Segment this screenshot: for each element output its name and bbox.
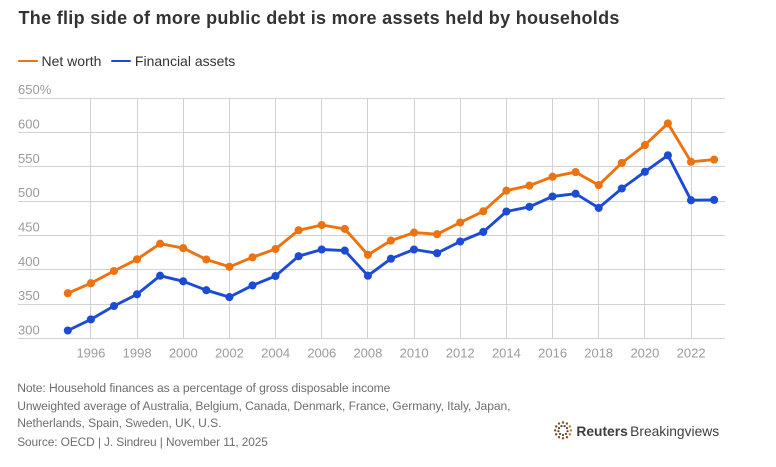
svg-text:350: 350 — [18, 288, 40, 303]
svg-text:2002: 2002 — [215, 346, 244, 361]
svg-text:2018: 2018 — [584, 346, 613, 361]
svg-text:2010: 2010 — [400, 346, 429, 361]
svg-text:550: 550 — [18, 151, 40, 166]
svg-text:400: 400 — [18, 254, 40, 269]
svg-text:2008: 2008 — [353, 346, 382, 361]
svg-text:2012: 2012 — [446, 346, 475, 361]
svg-text:2004: 2004 — [261, 346, 290, 361]
svg-text:2006: 2006 — [307, 346, 336, 361]
svg-text:1998: 1998 — [123, 346, 152, 361]
svg-text:650%: 650% — [18, 82, 52, 97]
svg-text:450: 450 — [18, 220, 40, 235]
svg-text:2014: 2014 — [492, 346, 521, 361]
svg-text:1996: 1996 — [76, 346, 105, 361]
svg-text:2000: 2000 — [169, 346, 198, 361]
svg-text:2022: 2022 — [677, 346, 706, 361]
svg-text:500: 500 — [18, 185, 40, 200]
svg-text:2020: 2020 — [630, 346, 659, 361]
svg-text:2016: 2016 — [538, 346, 567, 361]
svg-text:600: 600 — [18, 117, 40, 132]
svg-text:300: 300 — [18, 322, 40, 337]
